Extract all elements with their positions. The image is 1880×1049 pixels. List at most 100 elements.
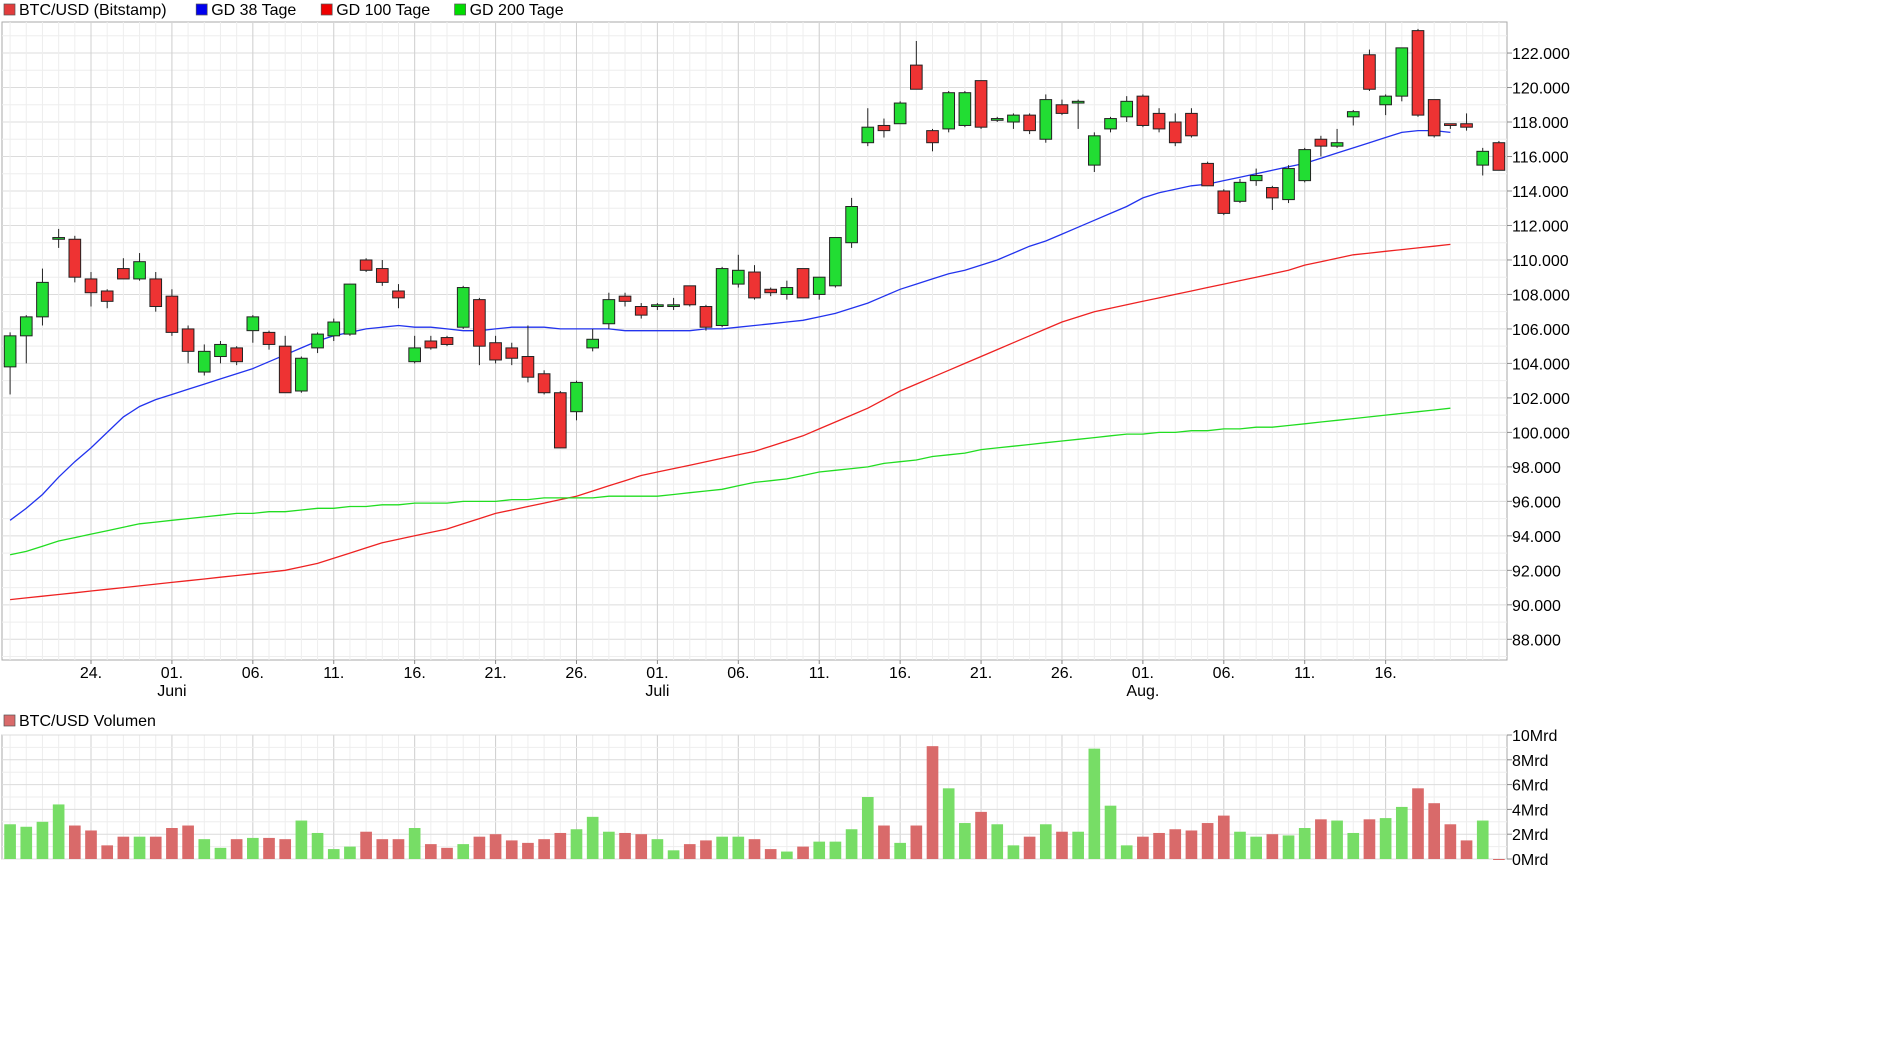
candle-body [990,118,1004,121]
candle-body [537,373,551,394]
y-tick-label: 114.000 [1512,184,1569,201]
volume-bar [1298,828,1311,859]
volume-bar [522,842,534,859]
volume-bar [1395,806,1408,859]
candle-body [570,381,583,413]
vol-y-tick-label: 4Mrd [1512,802,1548,819]
candle-body [473,299,486,347]
volume-bar [1476,820,1489,859]
volume-bar [1088,748,1101,859]
candle-body [699,306,713,328]
candle-body [845,206,858,244]
volume-bar [1185,830,1198,859]
candle-body [1039,99,1053,140]
candle-body [780,287,794,295]
candle-body [214,343,227,358]
legend-swatch-0 [3,3,16,16]
ma-line-2 [9,407,1451,556]
volume-bar [1460,840,1473,859]
volume-bar [878,825,890,859]
candle-body [505,347,519,359]
volume-bar [813,841,826,859]
candle-body [715,268,729,326]
candle-body [1023,114,1036,132]
candle-body [683,285,697,306]
candle-body [1282,168,1295,201]
price-y-axis: 88.000 90.000 92.000 94.000 96.000 98.000 100.… [1507,46,1570,649]
price-legend: BTC/USD (Bitstamp) GD 38 Tage GD 100 Tage G… [3,2,564,19]
candle-body [1088,135,1101,166]
x-tick-day: 26. [565,665,587,682]
volume-bar [845,829,858,859]
volume-bar [1201,823,1214,859]
legend-swatch-2 [320,3,333,16]
candle-body [602,299,616,325]
volume-bar [1428,803,1441,859]
volume-bar [311,832,324,859]
volume-bar [392,839,405,859]
candle-body [651,304,664,308]
candle-body [796,268,810,299]
candle-body [618,295,632,302]
candle-body [1460,123,1473,128]
volume-bar [117,836,130,859]
candle-body [521,356,535,378]
x-tick-day: 24. [80,665,102,682]
candle-body [877,124,891,132]
candle-body [1201,162,1214,187]
y-tick-label: 90.000 [1512,598,1561,615]
candle-body [974,80,988,128]
x-tick-day: 26. [1051,665,1073,682]
volume-bar [1104,805,1117,859]
x-tick-day: 01. [1132,665,1154,682]
x-tick-month: Juni [157,683,186,700]
volume-bar [101,845,114,859]
x-tick-day: 11. [1294,665,1315,682]
volume-bar [667,850,680,859]
y-tick-label: 118.000 [1512,115,1569,132]
candle-body [68,238,82,278]
volume-bar [295,820,308,859]
volume-bar [263,837,275,859]
vol-y-tick-label: 8Mrd [1512,753,1548,770]
candle-body [731,269,745,285]
volume-bar [149,836,162,859]
vol-y-tick-label: 10Mrd [1512,728,1557,745]
candle-body [1379,95,1392,106]
volume-bar [230,839,243,859]
x-tick-day: 16. [404,665,426,682]
volume-bar [68,825,81,859]
candle-body [1427,99,1441,137]
candle-body [262,331,276,345]
y-tick-label: 98.000 [1512,460,1561,477]
volume-bar [198,839,211,859]
x-tick-day: 01. [161,665,183,682]
x-tick-day: 06. [1213,665,1235,682]
candle-body [246,316,260,332]
candle-body [52,237,65,240]
candle-body [165,295,179,333]
volume-bar [182,825,194,859]
volume-bar [1039,824,1052,859]
volume-bar [1234,831,1246,859]
candle-body [1007,114,1020,123]
volume-bar [247,837,259,859]
volume-bar [1007,845,1020,859]
volume-bar [1331,820,1343,859]
volume-bar [1250,836,1262,859]
vol-y-tick-label: 6Mrd [1512,778,1548,795]
x-tick-day: 06. [242,665,264,682]
candle-body [489,342,502,361]
y-tick-label: 110.000 [1512,253,1569,270]
volume-bar [4,824,16,859]
candle-body [553,392,567,449]
candle-body [812,276,826,295]
volume-bar [425,844,437,859]
x-tick-day: 11. [809,665,830,682]
volume-legend: BTC/USD Volumen [3,713,156,730]
candle-body [1476,150,1490,166]
volume-bar [20,826,33,859]
volume-bar [85,830,97,859]
candle-body [1120,100,1134,118]
